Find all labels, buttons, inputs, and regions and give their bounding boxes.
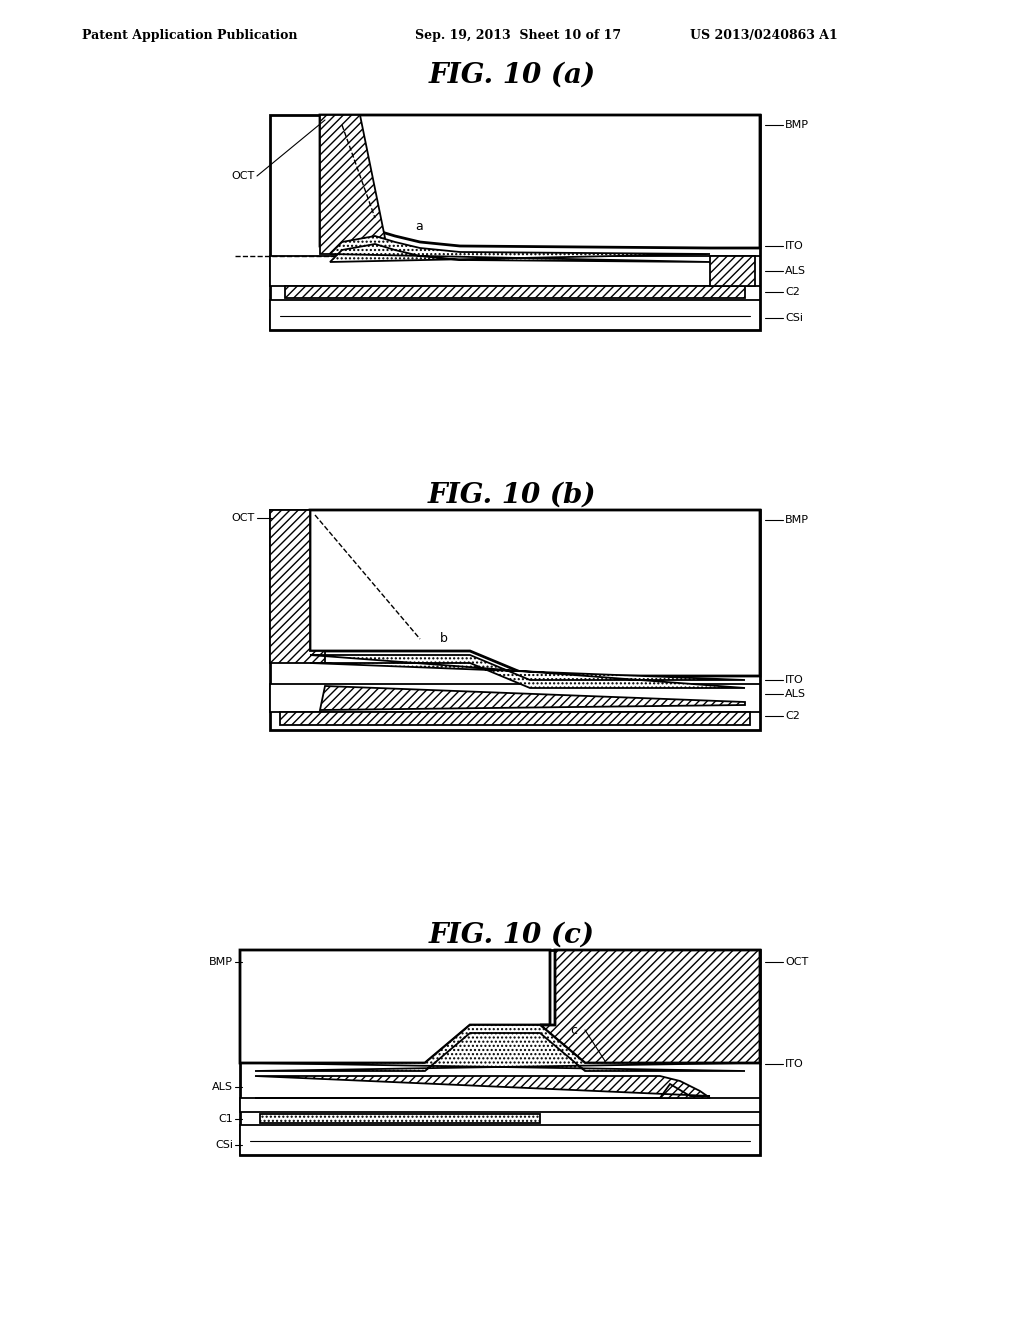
Text: CSi: CSi: [785, 313, 803, 323]
Polygon shape: [319, 115, 760, 248]
Bar: [260, 1114, 540, 1123]
Text: US 2013/0240863 A1: US 2013/0240863 A1: [690, 29, 838, 41]
Text: FIG. 10 (b): FIG. 10 (b): [428, 482, 596, 508]
Bar: [710, 256, 755, 286]
Bar: [270, 256, 760, 286]
Text: OCT: OCT: [231, 172, 255, 181]
Polygon shape: [540, 950, 760, 1063]
Text: a: a: [415, 219, 423, 232]
Bar: [270, 510, 760, 730]
Text: c: c: [570, 1023, 577, 1036]
Bar: [240, 950, 760, 1155]
Bar: [270, 684, 760, 711]
Text: C2: C2: [785, 711, 800, 721]
Text: ITO: ITO: [785, 675, 804, 685]
Bar: [270, 115, 760, 330]
Text: b: b: [440, 632, 447, 645]
Text: ITO: ITO: [785, 242, 804, 251]
Text: BMP: BMP: [785, 120, 809, 129]
Bar: [240, 1125, 760, 1155]
Text: ALS: ALS: [212, 1082, 233, 1092]
Text: OCT: OCT: [785, 957, 808, 968]
Text: BMP: BMP: [209, 957, 233, 968]
Text: C2: C2: [785, 286, 800, 297]
Bar: [280, 711, 750, 725]
Polygon shape: [310, 510, 760, 676]
Text: CSi: CSi: [215, 1140, 233, 1150]
Polygon shape: [240, 950, 550, 1063]
Text: Sep. 19, 2013  Sheet 10 of 17: Sep. 19, 2013 Sheet 10 of 17: [415, 29, 622, 41]
Polygon shape: [255, 1076, 710, 1098]
Bar: [285, 286, 745, 298]
Text: Patent Application Publication: Patent Application Publication: [82, 29, 298, 41]
Polygon shape: [310, 655, 745, 688]
Polygon shape: [319, 686, 745, 710]
Polygon shape: [330, 236, 710, 261]
Text: OCT: OCT: [231, 513, 255, 523]
Bar: [270, 300, 760, 330]
Text: ALS: ALS: [785, 267, 806, 276]
Text: C1: C1: [218, 1114, 233, 1125]
Text: FIG. 10 (c): FIG. 10 (c): [429, 921, 595, 949]
Polygon shape: [255, 1026, 745, 1071]
Text: BMP: BMP: [785, 515, 809, 525]
Bar: [240, 1098, 760, 1111]
Polygon shape: [319, 115, 385, 253]
Text: FIG. 10 (a): FIG. 10 (a): [428, 62, 596, 88]
Polygon shape: [270, 510, 325, 663]
Text: ALS: ALS: [785, 689, 806, 700]
Text: ITO: ITO: [785, 1059, 804, 1069]
